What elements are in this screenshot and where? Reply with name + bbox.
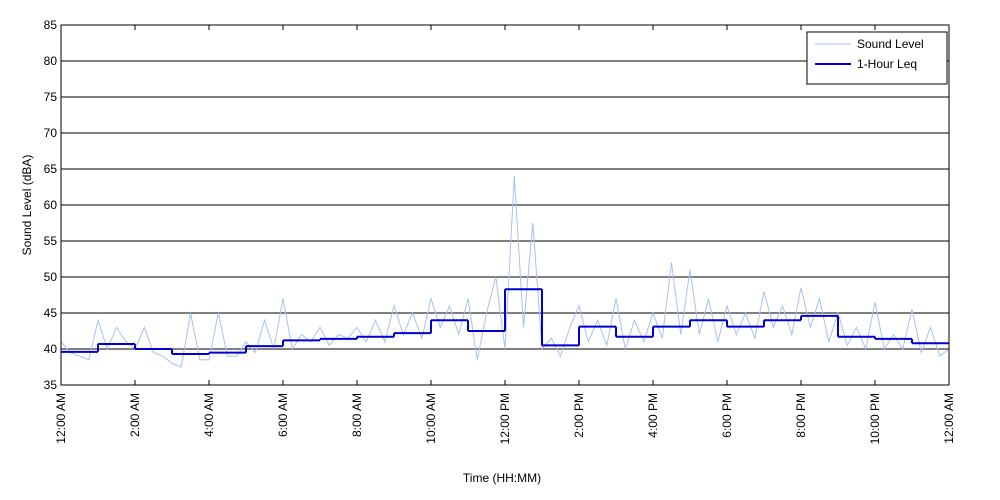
x-tick-label: 10:00 PM xyxy=(868,393,882,444)
x-tick-label: 12:00 AM xyxy=(54,393,68,444)
y-tick-label: 65 xyxy=(44,162,58,176)
y-tick-label: 50 xyxy=(44,270,58,284)
y-tick-label: 45 xyxy=(44,306,58,320)
y-tick-label: 35 xyxy=(44,378,58,392)
y-tick-label: 40 xyxy=(44,342,58,356)
x-tick-label: 10:00 AM xyxy=(424,393,438,444)
y-tick-label: 70 xyxy=(44,126,58,140)
x-tick-label: 12:00 PM xyxy=(498,393,512,444)
x-tick-label: 12:00 AM xyxy=(942,393,956,444)
y-tick-label: 75 xyxy=(44,90,58,104)
sound-level-line xyxy=(60,176,950,368)
x-axis-label: Time (HH:MM) xyxy=(463,471,541,485)
plot-frame xyxy=(60,24,950,386)
y-axis-label: Sound Level (dBA) xyxy=(20,155,34,256)
x-tick-label: 6:00 PM xyxy=(720,393,734,438)
legend-box xyxy=(806,31,948,85)
x-tick-label: 2:00 PM xyxy=(572,393,586,438)
x-tick-label: 2:00 AM xyxy=(128,393,142,437)
legend-label: Sound Level xyxy=(857,37,924,51)
x-tick-label: 8:00 PM xyxy=(794,393,808,438)
x-tick-label: 8:00 AM xyxy=(350,393,364,437)
x-tick-label: 4:00 AM xyxy=(202,393,216,437)
y-tick-label: 55 xyxy=(44,234,58,248)
y-tick-label: 80 xyxy=(44,54,58,68)
x-tick-label: 6:00 AM xyxy=(276,393,290,437)
x-tick-label: 4:00 PM xyxy=(646,393,660,438)
y-tick-label: 60 xyxy=(44,198,58,212)
y-tick-label: 85 xyxy=(44,18,58,32)
legend-label: 1-Hour Leq xyxy=(857,57,917,71)
